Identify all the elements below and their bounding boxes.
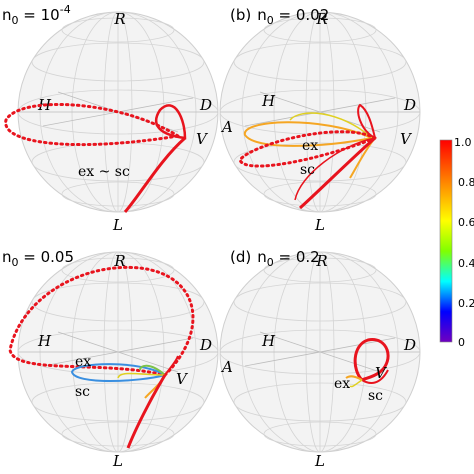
panel-c-n0-label: n0 = 0.05 bbox=[2, 248, 74, 269]
axis-label-H: H bbox=[261, 92, 276, 110]
curve-label-sc: sc bbox=[368, 388, 383, 404]
axis-label-R: R bbox=[315, 10, 327, 28]
axis-label-D: D bbox=[199, 336, 212, 354]
axis-label-L: L bbox=[112, 216, 123, 234]
axis-label-R: R bbox=[113, 252, 125, 270]
poincare-sphere bbox=[17, 251, 219, 453]
curve-label-ex-sc: ex ~ sc bbox=[78, 164, 130, 180]
panel-a: n0 = 10-4 R L H D V ex ~ sc bbox=[2, 3, 219, 234]
panel-a-n0-label: n0 = 10-4 bbox=[2, 3, 71, 27]
axis-label-V: V bbox=[176, 370, 189, 388]
poincare-sphere bbox=[219, 251, 421, 453]
axis-label-H: H bbox=[261, 332, 276, 350]
curve-label-sc: sc bbox=[300, 162, 315, 178]
curve-label-ex: ex bbox=[334, 376, 350, 392]
colorbar: 1.0 0.8 0.6 0.4 0.2 0 bbox=[439, 136, 474, 349]
colorbar-tick-0.6: 0.6 bbox=[458, 216, 474, 229]
panel-b: (b) n0 = 0.02 R L H D A V ex sc bbox=[219, 6, 421, 234]
axis-label-D: D bbox=[199, 96, 212, 114]
trajectory bbox=[238, 103, 377, 210]
axis-label-R: R bbox=[315, 252, 327, 270]
panel-c: n0 = 0.05 R L H D V ex sc bbox=[2, 248, 219, 470]
colorbar-tick-0.4: 0.4 bbox=[458, 257, 474, 270]
axis-label-L: L bbox=[314, 216, 325, 234]
colorbar-tick-0.2: 0.2 bbox=[458, 297, 474, 310]
curve-label-ex: ex bbox=[75, 354, 91, 370]
panel-d-n0-label: (d) n0 = 0.2 bbox=[230, 248, 320, 269]
panel-b-n0-label: (b) n0 = 0.02 bbox=[230, 6, 329, 27]
colorbar-tick-0.8: 0.8 bbox=[458, 176, 474, 189]
colorbar-bar bbox=[439, 139, 453, 343]
axis-label-H: H bbox=[37, 332, 52, 350]
axis-label-D: D bbox=[403, 336, 416, 354]
axis-label-L: L bbox=[314, 452, 325, 470]
curve-label-ex: ex bbox=[302, 138, 318, 154]
axis-label-V: V bbox=[196, 130, 209, 148]
curve-label-V: V bbox=[375, 364, 388, 382]
axis-label-R: R bbox=[113, 10, 125, 28]
poincare-sphere bbox=[219, 11, 421, 213]
axis-label-A: A bbox=[220, 358, 233, 376]
trajectory bbox=[8, 265, 195, 449]
axis-label-D: D bbox=[403, 96, 416, 114]
colorbar-tick-1.0: 1.0 bbox=[454, 136, 472, 149]
curve-label-sc: sc bbox=[75, 384, 90, 400]
axis-label-L: L bbox=[112, 452, 123, 470]
trajectory bbox=[4, 102, 187, 213]
axis-label-V: V bbox=[400, 130, 413, 148]
axis-label-A: A bbox=[220, 118, 233, 136]
trajectory bbox=[345, 338, 390, 388]
panel-d: (d) n0 = 0.2 R L H D A ex V sc bbox=[219, 248, 421, 470]
colorbar-tick-0: 0 bbox=[458, 336, 465, 349]
